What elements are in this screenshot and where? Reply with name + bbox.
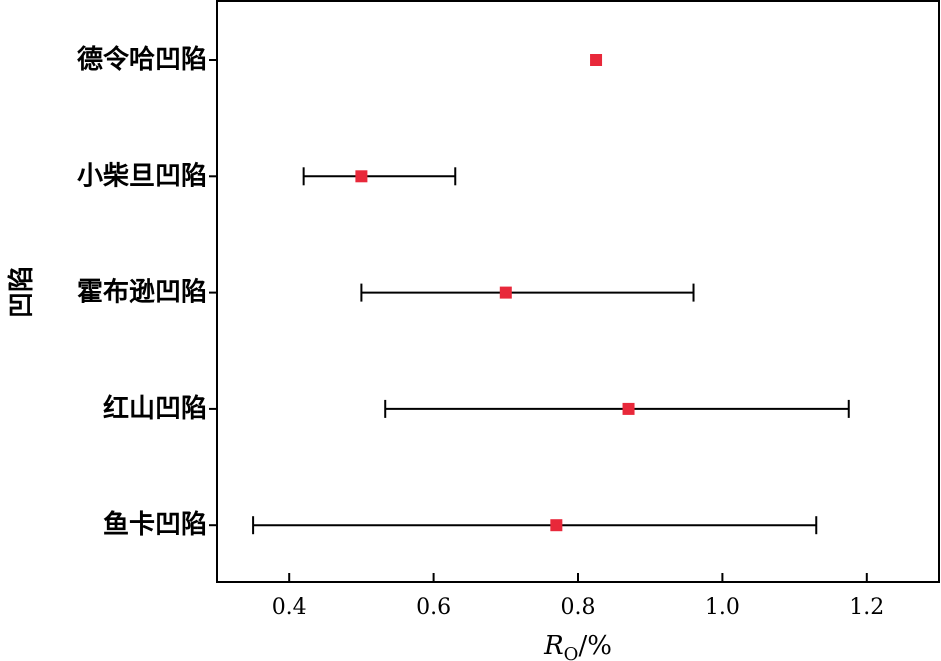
x-tick-label: 0.4 (272, 595, 307, 620)
data-point-marker (622, 402, 635, 415)
x-tick-label: 1.2 (849, 595, 884, 620)
y-category-label: 霍布逊凹陷 (77, 278, 207, 308)
y-axis-title: 凹陷 (7, 266, 37, 318)
data-markers (355, 54, 635, 532)
x-tick-label: 1.0 (705, 595, 740, 620)
x-axis-title-sub: O (564, 644, 579, 661)
x-axis-title-unit: /% (578, 631, 611, 661)
y-category-label: 德令哈凹陷 (77, 44, 207, 75)
data-point-marker (355, 170, 368, 183)
x-axis-title-main: R (543, 631, 564, 661)
y-category-label: 小柴旦凹陷 (77, 161, 207, 191)
y-category-label: 鱼卡凹陷 (103, 510, 207, 540)
data-point-marker (499, 286, 512, 299)
data-point-marker (550, 519, 563, 532)
x-tick-label: 0.6 (416, 595, 451, 620)
data-point-marker (590, 54, 603, 66)
x-axis-title: RO/% (543, 631, 612, 661)
x-tick-label: 0.8 (561, 595, 596, 620)
error-bars (252, 167, 850, 535)
y-category-label: 红山凹陷 (103, 393, 207, 424)
plot-frame (216, 0, 940, 583)
x-tick-labels: 0.4 0.6 0.8 1.0 1.2 (272, 573, 884, 620)
